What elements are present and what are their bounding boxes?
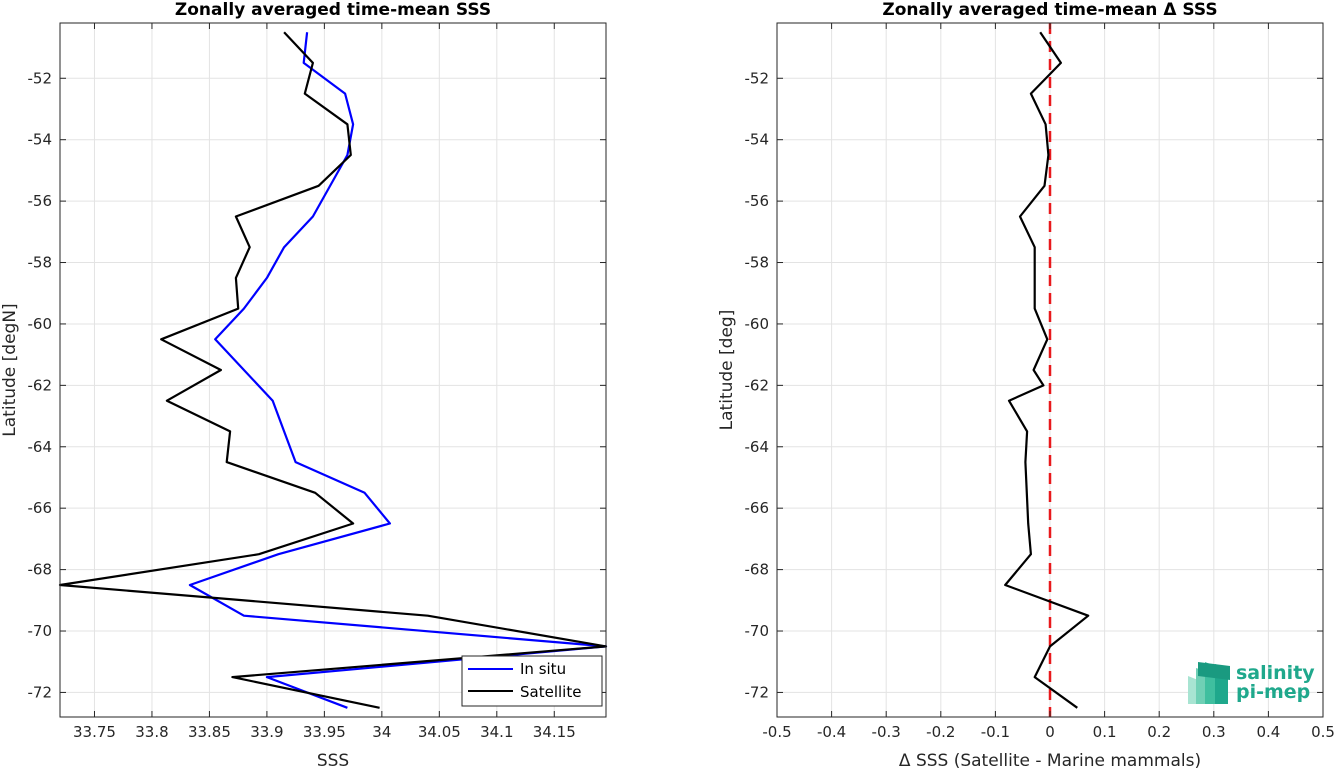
y-tick-label: -64 [28,438,53,456]
y-tick-label: -70 [745,622,770,640]
panel-sss: 33.75 33.8 33.85 33.9 33.95 34 34.05 34.1 34.15 -… [0,0,608,769]
y-axis-label: Latitude [degN] [0,303,20,436]
x-tick-label: 34.05 [418,723,461,741]
y-tick-label: -58 [28,254,53,272]
y-tick-label: -56 [745,192,770,210]
x-axis-label: Δ SSS (Satellite - Marine mammals) [899,751,1201,769]
x-tick-label: 34.15 [533,723,576,741]
axes-box [59,22,607,718]
legend-label-in-situ: In situ [520,660,566,678]
y-tick-label: -60 [745,315,770,333]
x-tick-label: 34.1 [480,723,513,741]
x-tick-label: 33.85 [188,723,231,741]
chart-title: Zonally averaged time-mean SSS [175,0,491,20]
y-tick-label: -54 [745,131,770,149]
y-tick-label: -58 [745,254,770,272]
y-tick-label: -66 [745,499,770,517]
series-line-delta-sss [1004,31,1090,709]
series-line-satellite [58,31,608,709]
x-tick-label: 0.3 [1202,723,1226,741]
x-tick-label: 0.2 [1147,723,1171,741]
salinity-pi-mep-logo: salinity pi-mep [1188,662,1315,704]
x-tick-label: 0 [1045,723,1055,741]
y-tick-label: -72 [28,683,53,701]
x-tick-label: -0.2 [926,723,955,741]
x-tick-label: 0.4 [1256,723,1280,741]
y-tick-label: -60 [28,315,53,333]
legend-label-satellite: Satellite [520,683,581,701]
logo-text-pi-mep: pi-mep [1236,681,1310,703]
panel-delta-sss: -0.5 -0.4 -0.3 -0.2 -0.1 0 0.1 0.2 0.3 0.4 0.5 -52 -… [717,0,1335,769]
x-tick-label: 0.5 [1311,723,1335,741]
x-tick-label: 33.95 [303,723,346,741]
logo-text-salinity: salinity [1236,662,1315,684]
y-tick-label: -68 [745,561,770,579]
x-tick-label: -0.4 [817,723,846,741]
y-axis-label: Latitude [deg] [717,310,737,431]
x-tick-label: 0.1 [1093,723,1117,741]
y-tick-label: -62 [28,376,53,394]
legend: In situ Satellite [461,655,603,707]
y-tick-label: -70 [28,622,53,640]
y-tick-label: -52 [745,69,770,87]
y-tick-label: -64 [745,438,770,456]
series-line-in-situ [188,32,608,709]
y-tick-label: -66 [28,499,53,517]
x-axis-label: SSS [317,751,349,769]
legend-box [461,655,603,707]
x-tick-label: 33.75 [73,723,116,741]
x-tick-label: 33.9 [250,723,283,741]
y-tick-label: -52 [28,69,53,87]
x-tick-label: -0.1 [981,723,1010,741]
y-tick-label: -68 [28,561,53,579]
x-tick-label: 33.8 [135,723,168,741]
y-tick-label: -72 [745,683,770,701]
chart-title: Zonally averaged time-mean Δ SSS [882,0,1217,20]
y-tick-label: -62 [745,376,770,394]
x-tick-label: -0.3 [872,723,901,741]
x-tick-label: 34 [372,723,391,741]
y-tick-label: -54 [28,131,53,149]
x-tick-label: -0.5 [762,723,791,741]
plot-area [59,22,607,718]
y-tick-label: -56 [28,192,53,210]
logo-mark-icon [1188,662,1230,704]
